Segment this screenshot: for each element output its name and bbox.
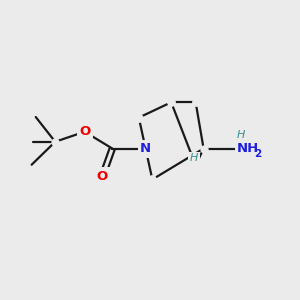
Text: N: N xyxy=(140,142,151,155)
Text: O: O xyxy=(79,125,90,138)
Text: H: H xyxy=(190,153,198,163)
Text: 2: 2 xyxy=(254,149,261,159)
Text: NH: NH xyxy=(236,142,259,155)
Text: H: H xyxy=(237,130,245,140)
Text: O: O xyxy=(97,170,108,183)
